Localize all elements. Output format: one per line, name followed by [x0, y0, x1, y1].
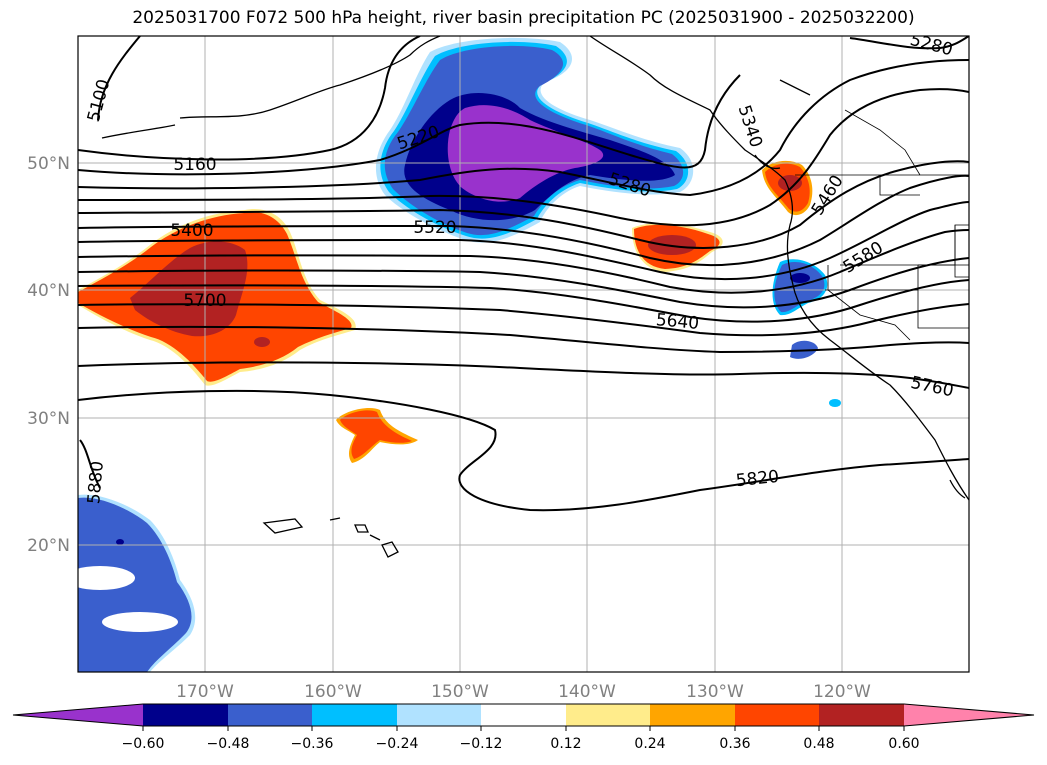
coastlines [101, 36, 969, 558]
colorbar-segment [650, 704, 735, 726]
contour-label: 5400 [170, 221, 213, 241]
lon-label-160w: 160°W [304, 682, 362, 702]
colorbar-tick-label: 0.48 [803, 736, 834, 752]
colorbar-segment [566, 704, 650, 726]
colorbar-segment [904, 704, 1034, 726]
colorbar-tick-label: −0.12 [460, 736, 503, 752]
lon-label-120w: 120°W [813, 682, 871, 702]
colorbar-segment [481, 704, 566, 726]
contour-label: 5280 [908, 30, 955, 61]
colorbar-segment [312, 704, 397, 726]
colorbar-segment [735, 704, 819, 726]
contour-label: 5520 [413, 218, 456, 238]
colorbar-tick-label: −0.36 [291, 736, 334, 752]
lon-label-140w: 140°W [558, 682, 616, 702]
colorbar-segment [397, 704, 481, 726]
colorbar-tick-label: 0.36 [719, 736, 750, 752]
lat-label-30n: 30°N [27, 409, 70, 429]
precip-positive-pacific-northwest [762, 160, 813, 216]
colorbar-segment [819, 704, 904, 726]
precip-negative-north-pacific [375, 37, 694, 243]
lat-label-50n: 50°N [27, 154, 70, 174]
lat-label-20n: 20°N [27, 536, 70, 556]
colorbar-tick-label: 0.24 [634, 736, 665, 752]
contour-label: 5820 [735, 467, 780, 491]
colorbar-segment [228, 704, 312, 726]
lon-label-130w: 130°W [686, 682, 744, 702]
contour-label: 5640 [655, 310, 700, 334]
contour-label: 5760 [909, 373, 955, 402]
political-borders [795, 109, 969, 341]
map-frame [77, 35, 970, 673]
colorbar-tick-label: −0.60 [122, 736, 165, 752]
latitude-labels: 50°N 40°N 30°N 20°N [27, 154, 70, 556]
contour-label: 5580 [840, 238, 887, 278]
colorbar-tick-label: −0.24 [376, 736, 419, 752]
colorbar-segment [143, 704, 228, 726]
contour-label: 5700 [183, 291, 226, 311]
colorbar: −0.60 −0.48 −0.36 −0.24 −0.12 0.12 0.24 … [12, 703, 1035, 752]
contour-label: 5160 [173, 155, 216, 175]
precip-negative-southwest [78, 494, 196, 672]
lat-label-40n: 40°N [27, 281, 70, 301]
colorbar-tick-label: 0.12 [550, 736, 581, 752]
contour-label: 5880 [84, 460, 108, 505]
colorbar-segment [13, 704, 143, 726]
map-title: 2025031700 F072 500 hPa height, river ba… [132, 8, 915, 28]
contour-label: 5100 [84, 77, 115, 124]
height-contours [78, 36, 969, 512]
lon-label-150w: 150°W [431, 682, 489, 702]
lon-label-170w: 170°W [176, 682, 234, 702]
colorbar-tick-label: −0.48 [207, 736, 250, 752]
colorbar-tick-label: 0.60 [888, 736, 919, 752]
longitude-labels: 170°W 160°W 150°W 140°W 130°W 120°W [176, 682, 871, 702]
precip-positive-hawaii [336, 408, 418, 463]
